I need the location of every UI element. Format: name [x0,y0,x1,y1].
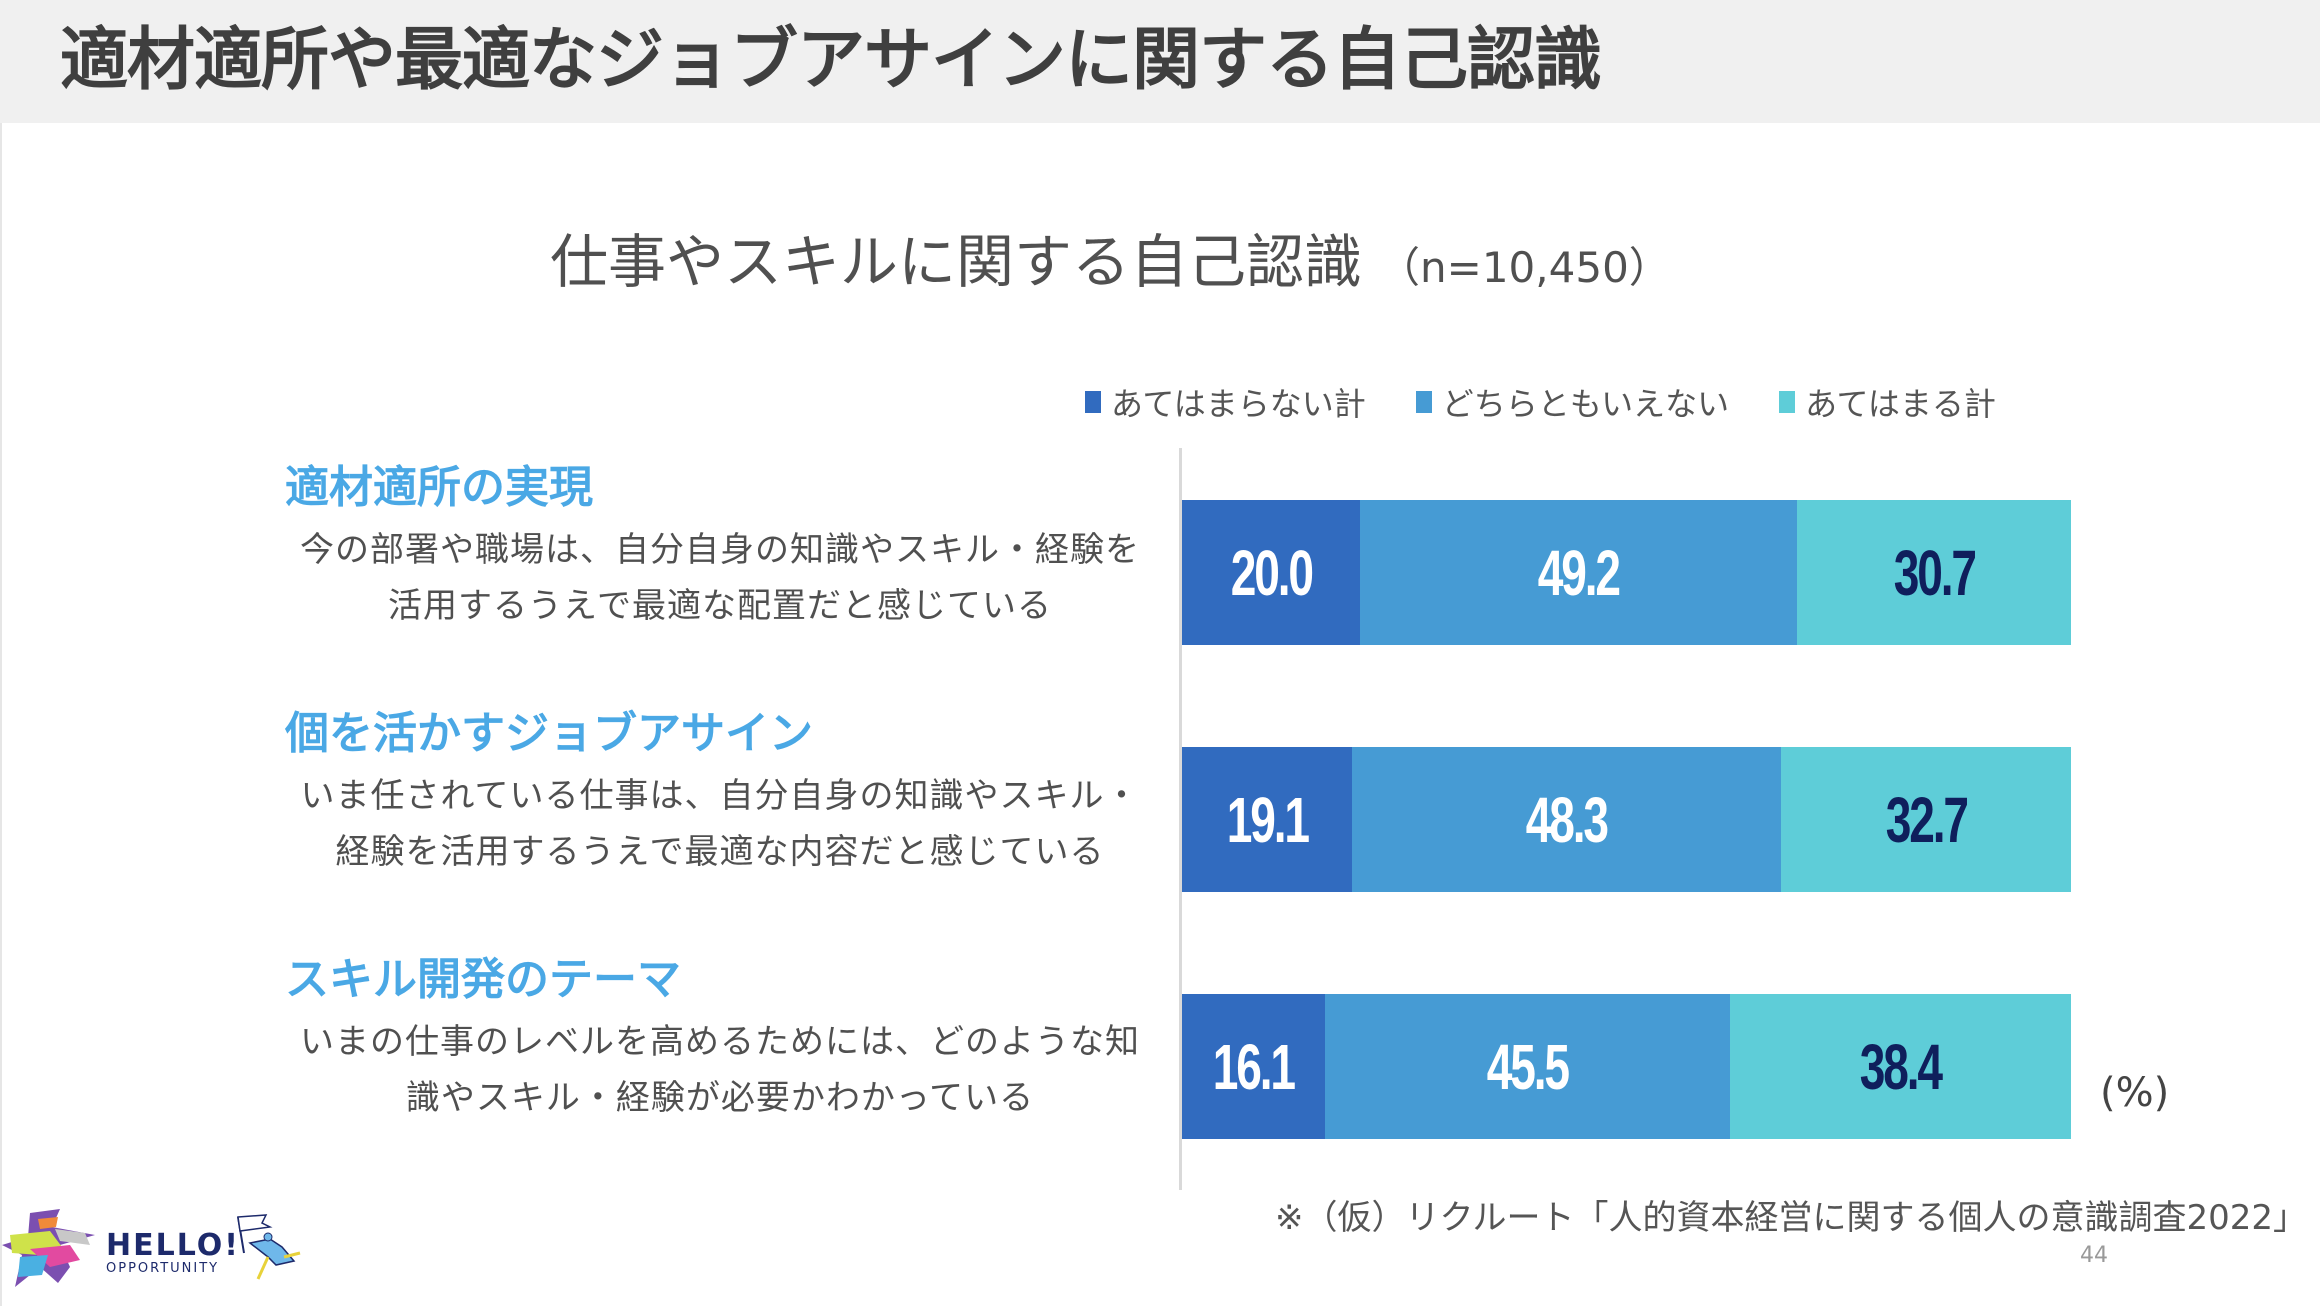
row-description-line: 経験を活用するうえで最適な内容だと感じている [335,832,1105,872]
running-figure-icon [237,1214,301,1280]
bar-segment-agree: 32.7 [1781,747,2071,892]
stacked-bar-3: 16.1 45.5 38.4 [1182,994,2071,1139]
legend-swatch-agree [1779,391,1796,413]
stacked-bar-1: 20.0 49.2 30.7 [1182,500,2071,645]
legend-label: あてはまらない計 [1111,385,1366,423]
logo-hello: HELLO! [106,1228,240,1263]
source-note: ※（仮）リクルート「人的資本経営に関する個人の意識調査2022」 [1275,1198,2307,1238]
legend-label: どちらともいえない [1441,385,1730,423]
bar-value: 49.2 [1537,536,1621,609]
row-description-line: いまの仕事のレベルを高めるためには、どのような知 [300,1022,1140,1062]
legend-item-neutral: どちらともいえない [1415,379,1730,425]
legend-swatch-disagree [1085,391,1101,413]
legend-item-agree: あてはまる計 [1779,379,1996,425]
bar-segment-neutral: 49.2 [1359,500,1798,645]
bar-segment-neutral: 48.3 [1351,747,1782,892]
slide-left-border [0,123,2,1306]
page-number: 44 [2080,1243,2108,1268]
legend-label: あてはまる計 [1805,385,1996,423]
header-band: 適材適所や最適なジョブアサインに関する自己認識 [0,0,2320,123]
bar-segment-neutral: 45.5 [1325,994,1730,1139]
chart-legend: あてはまらない計 どちらともいえない あてはまる計 [1085,380,1996,424]
logo-opportunity: OPPORTUNITY [106,1261,220,1276]
row-description: 今の部署や職場は、自分自身の知識やスキル・経験を 活用するうえで最適な配置だと感… [285,522,1155,634]
chart-title-text: 仕事やスキルに関する自己認識 [550,228,1363,296]
bar-value: 20.0 [1230,536,1313,609]
sample-size: （n=10,450） [1378,243,1671,292]
bar-value: 45.5 [1486,1030,1570,1103]
bar-segment-disagree: 19.1 [1182,747,1352,892]
row-label-1: 適材適所の実現 今の部署や職場は、自分自身の知識やスキル・経験を 活用するうえで… [285,460,1175,634]
row-description-line: いま任されている仕事は、自分自身の知識やスキル・ [300,776,1140,816]
page-title: 適材適所や最適なジョブアサインに関する自己認識 [60,21,1602,100]
hello-opportunity-logo: HELLO! OPPORTUNITY [0,1205,320,1290]
bar-segment-agree: 38.4 [1729,994,2071,1139]
row-description-line: 識やスキル・経験が必要かわかっている [405,1078,1035,1118]
legend-swatch-neutral [1415,391,1432,413]
bar-value: 19.1 [1226,783,1309,856]
chart-axis-line [1179,448,1182,1190]
legend-item-disagree: あてはまらない計 [1085,379,1366,425]
bar-value: 48.3 [1525,783,1609,856]
splash-star-icon [2,1209,95,1287]
bar-value: 38.4 [1859,1030,1943,1103]
bar-value: 30.7 [1893,536,1977,609]
row-description-line: 今の部署や職場は、自分自身の知識やスキル・経験を [300,530,1140,570]
row-label-3: スキル開発のテーマ いまの仕事のレベルを高めるためには、どのような知 識やスキル… [285,952,1175,1126]
row-label-2: 個を活かすジョブアサイン いま任されている仕事は、自分自身の知識やスキル・ 経験… [285,706,1175,880]
stacked-bar-2: 19.1 48.3 32.7 [1182,747,2071,892]
bar-segment-agree: 30.7 [1797,500,2071,645]
row-heading: スキル開発のテーマ [285,954,681,1005]
row-heading: 適材適所の実現 [285,462,593,513]
bar-segment-disagree: 20.0 [1182,500,1360,645]
row-description: いまの仕事のレベルを高めるためには、どのような知 識やスキル・経験が必要かわかっ… [285,1014,1155,1126]
bar-value: 16.1 [1213,1030,1296,1103]
bar-value: 32.7 [1885,783,1969,856]
row-description-line: 活用するうえで最適な配置だと感じている [388,586,1052,626]
row-description: いま任されている仕事は、自分自身の知識やスキル・ 経験を活用するうえで最適な内容… [285,768,1155,880]
row-heading: 個を活かすジョブアサイン [285,708,813,759]
unit-label: (%) [2100,1070,2170,1116]
bar-segment-disagree: 16.1 [1182,994,1326,1139]
chart-title: 仕事やスキルに関する自己認識 （n=10,450） [550,222,1671,308]
logo-text: HELLO! OPPORTUNITY [106,1231,240,1277]
